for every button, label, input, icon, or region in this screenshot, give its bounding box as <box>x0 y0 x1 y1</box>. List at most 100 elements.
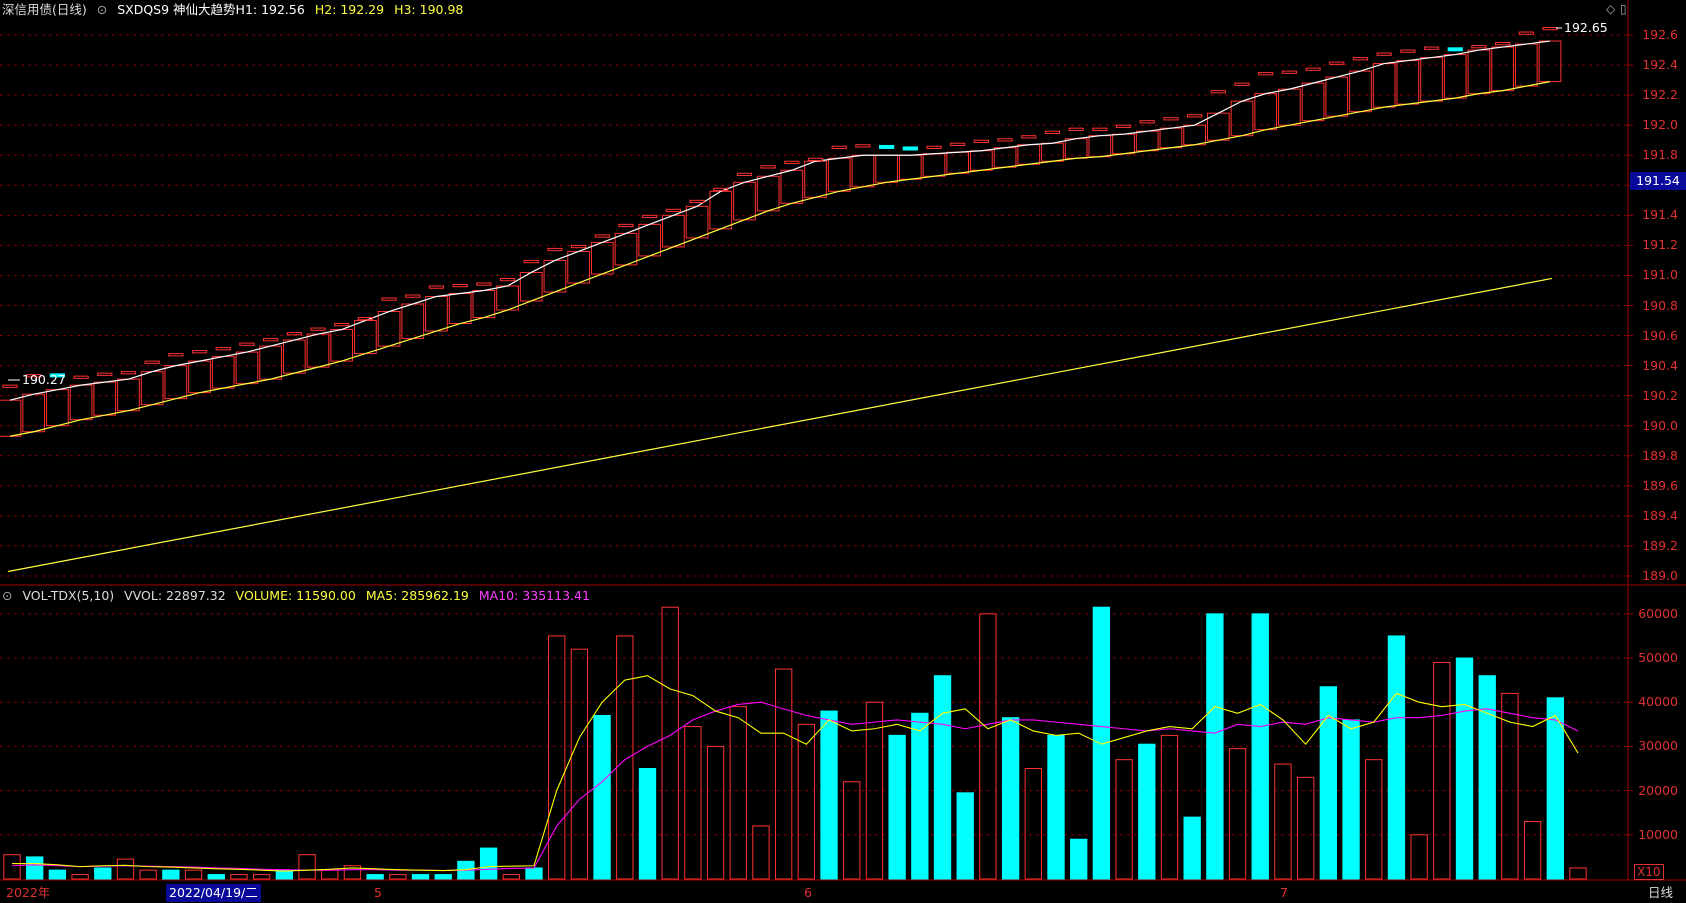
period-label[interactable]: 日线 <box>1648 885 1674 900</box>
channel-bar <box>330 329 354 362</box>
current-price-marker: 191.54 <box>1630 172 1686 190</box>
volume-bar-down <box>207 874 225 880</box>
volume-tick-label: 30000 <box>1638 738 1678 754</box>
volume-bar-down <box>434 874 452 880</box>
candle-up <box>807 157 824 161</box>
volume-bar-down <box>1455 657 1474 880</box>
collapse-icon[interactable]: ⊙ <box>96 2 108 17</box>
window-toggle-icon[interactable]: ▯ <box>1620 2 1627 16</box>
price-tick-label: 189.2 <box>1642 537 1678 553</box>
candle-up <box>1518 31 1534 35</box>
channel-bar <box>638 223 662 257</box>
price-tick-label: 189.0 <box>1642 567 1678 583</box>
volume-bar-down <box>593 714 611 880</box>
channel-bar <box>875 154 898 183</box>
candle-up <box>523 259 539 264</box>
price-tick-label: 192.2 <box>1642 87 1678 103</box>
volume-collapse-icon[interactable]: ⊙ <box>2 588 13 603</box>
channel-bar <box>259 345 282 380</box>
candle-up <box>1210 90 1226 94</box>
candle-up <box>736 172 753 177</box>
candle-up <box>2 384 18 388</box>
volume-bar-down <box>162 869 180 880</box>
volume-bar-down <box>479 847 498 880</box>
volume-bar-up <box>1569 867 1587 880</box>
candle-up <box>1542 27 1558 31</box>
channel-bar <box>898 154 922 180</box>
volume-bar-up <box>1501 692 1519 880</box>
volume-multiplier: X10 <box>1634 864 1664 880</box>
volume-bar-down <box>638 768 657 880</box>
channel-bar <box>496 285 519 311</box>
ma5-line <box>12 675 1579 872</box>
volume-indicator-name: VOL-TDX(5,10) <box>22 588 115 603</box>
price-tick-label: 189.6 <box>1642 477 1678 493</box>
x-label-year: 2022年 <box>6 885 51 900</box>
channel-bar <box>117 378 140 412</box>
candle-up <box>428 285 445 289</box>
volume-bar-down <box>94 867 112 880</box>
h3-trend-line <box>7 277 1553 573</box>
candle-up <box>997 138 1013 142</box>
candle-up <box>831 145 847 149</box>
channel-bar <box>401 303 425 340</box>
candle-up <box>1423 46 1440 50</box>
volume-header: ⊙ VOL-TDX(5,10) VVOL: 22897.32 VOLUME: 1… <box>0 586 596 606</box>
candle-up <box>405 294 421 298</box>
channel-bar <box>567 250 590 284</box>
volume-tick-label: 40000 <box>1638 694 1678 710</box>
volume-bar-down <box>888 734 906 880</box>
candle-up <box>144 360 160 364</box>
channel-bar <box>354 320 377 355</box>
volume-bar-up <box>616 635 634 880</box>
ma10-line <box>11 701 1579 872</box>
price-tick-label: 191.4 <box>1642 207 1678 223</box>
volume-bar-down <box>1092 606 1111 880</box>
volume-tick-label: 10000 <box>1638 826 1678 842</box>
channel-bar <box>1396 60 1420 105</box>
volume-bar-up <box>979 613 997 880</box>
candle-up <box>286 332 302 336</box>
channel-bar <box>282 339 306 374</box>
candle-up <box>1495 42 1511 46</box>
candle-up <box>334 323 350 327</box>
symbol-title: 深信用债(日线) <box>2 2 87 17</box>
candle-up <box>215 347 231 351</box>
candle-up <box>476 282 492 286</box>
candle-up <box>594 234 610 238</box>
volume-bar-up <box>1365 759 1383 880</box>
channel-bar <box>1372 63 1396 108</box>
diamond-icon[interactable]: ◇ <box>1606 2 1616 16</box>
candle-up <box>689 199 705 204</box>
volume-bar-up <box>843 781 861 880</box>
candle-down <box>902 146 918 151</box>
candle-up <box>926 145 942 149</box>
volume-bar-up <box>343 865 362 880</box>
channel-bar <box>685 205 709 239</box>
h1-line <box>9 40 1551 401</box>
candle-up <box>1281 70 1297 74</box>
volume-bar-up <box>139 869 157 880</box>
low-price-annotation: 190.27 <box>22 372 66 387</box>
price-tick-label: 191.2 <box>1642 237 1678 253</box>
candle-up <box>1400 49 1416 53</box>
channel-bar <box>235 351 259 385</box>
price-tick-label: 189.8 <box>1642 447 1678 463</box>
volume-bar-up <box>252 874 271 880</box>
candle-up <box>1471 45 1487 49</box>
price-tick-label: 190.6 <box>1642 327 1678 343</box>
channel-bar <box>1135 130 1159 152</box>
volume-bar-down <box>1342 719 1360 880</box>
channel-bar <box>69 384 93 421</box>
channel-bar <box>1443 54 1467 99</box>
high-price-annotation: 192.65 <box>1564 20 1608 35</box>
candle-up <box>1352 57 1369 61</box>
price-tick-label: 192.0 <box>1642 117 1678 133</box>
channel-bar <box>1325 76 1349 117</box>
x-label-month-7: 7 <box>1280 885 1288 900</box>
channel-bar <box>543 259 567 293</box>
candle-down <box>879 144 895 149</box>
channel-bar <box>306 333 330 368</box>
candle-up <box>120 371 137 375</box>
